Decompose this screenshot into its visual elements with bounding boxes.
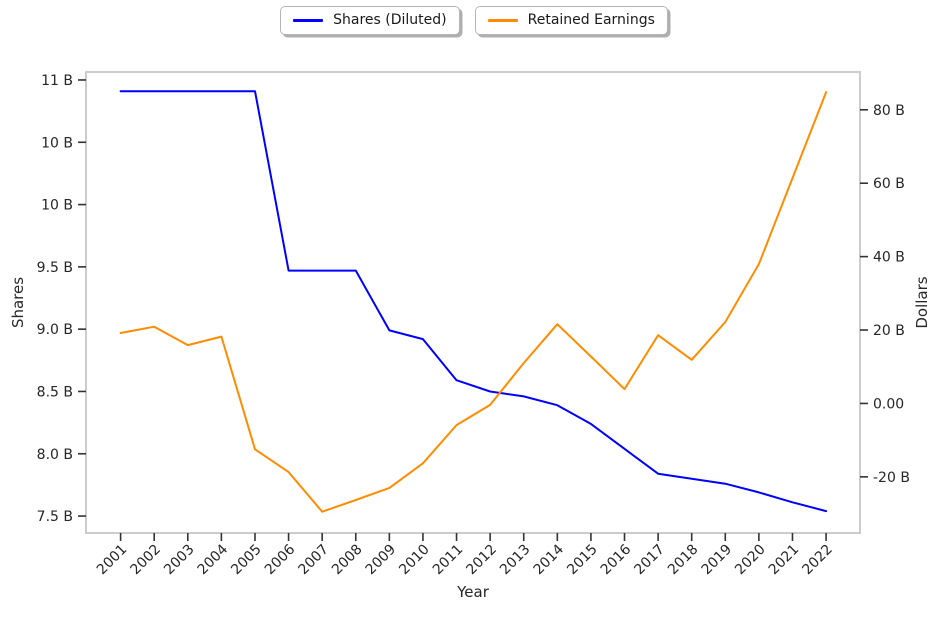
y-axis-title-right: Dollars <box>913 276 931 328</box>
y-axis-title-left: Shares <box>9 277 27 328</box>
left-tick-label: 8.5 B <box>37 384 73 400</box>
x-tick-label: 2008 <box>329 542 366 579</box>
right-tick-label: 20 B <box>873 323 905 339</box>
x-tick-label: 2005 <box>228 542 265 579</box>
left-tick-label: 9.0 B <box>37 322 73 338</box>
right-tick-label: 80 B <box>873 103 905 119</box>
x-axis-title: Year <box>456 583 490 601</box>
shares-line-swatch <box>293 19 324 22</box>
x-tick-label: 2017 <box>631 542 668 579</box>
plot-border <box>85 71 861 534</box>
x-tick-label: 2009 <box>363 542 400 579</box>
left-tick-label: 9.5 B <box>37 260 73 276</box>
x-tick-label: 2020 <box>732 542 769 579</box>
x-tick-label: 2012 <box>463 542 500 579</box>
x-tick-label: 2001 <box>94 542 131 579</box>
x-tick-label: 2004 <box>195 541 232 578</box>
legend-retained-label: Retained Earnings <box>527 12 655 28</box>
x-tick-label: 2007 <box>295 542 332 579</box>
right-tick-label: 40 B <box>873 250 905 266</box>
x-tick-label: 2014 <box>531 541 568 578</box>
right-tick-label: -20 B <box>873 470 910 486</box>
x-tick-label: 2018 <box>665 542 702 579</box>
x-tick-label: 2015 <box>564 542 601 579</box>
legend-shares-label: Shares (Diluted) <box>333 12 447 28</box>
x-tick-label: 2019 <box>699 542 736 579</box>
legend-box-shares[interactable]: Shares (Diluted) <box>280 6 460 35</box>
x-tick-label: 2010 <box>396 542 433 579</box>
x-tick-label: 2022 <box>799 542 836 579</box>
x-tick-label: 2002 <box>128 542 165 579</box>
x-tick-label: 2021 <box>766 542 803 579</box>
left-tick-label: 11 B <box>41 73 73 89</box>
left-tick-label: 10 B <box>41 135 73 151</box>
right-tick-label: 0.00 <box>873 396 904 412</box>
x-tick-label: 2003 <box>161 542 198 579</box>
right-tick-label: 60 B <box>873 176 905 192</box>
legend-box-retained[interactable]: Retained Earnings <box>474 6 668 35</box>
retained-line-swatch <box>487 19 518 22</box>
left-tick-label: 7.5 B <box>37 509 73 525</box>
x-tick-label: 2013 <box>497 542 534 579</box>
x-tick-label: 2016 <box>598 541 635 578</box>
x-tick-label: 2011 <box>430 542 467 579</box>
left-tick-label: 10 B <box>41 198 73 214</box>
left-tick-label: 8.0 B <box>37 447 73 463</box>
series-line-retained-earnings <box>119 91 828 513</box>
x-tick-label: 2006 <box>262 541 299 578</box>
series-line-shares-diluted <box>119 90 828 513</box>
legend: Shares (Diluted) Retained Earnings <box>0 6 948 35</box>
